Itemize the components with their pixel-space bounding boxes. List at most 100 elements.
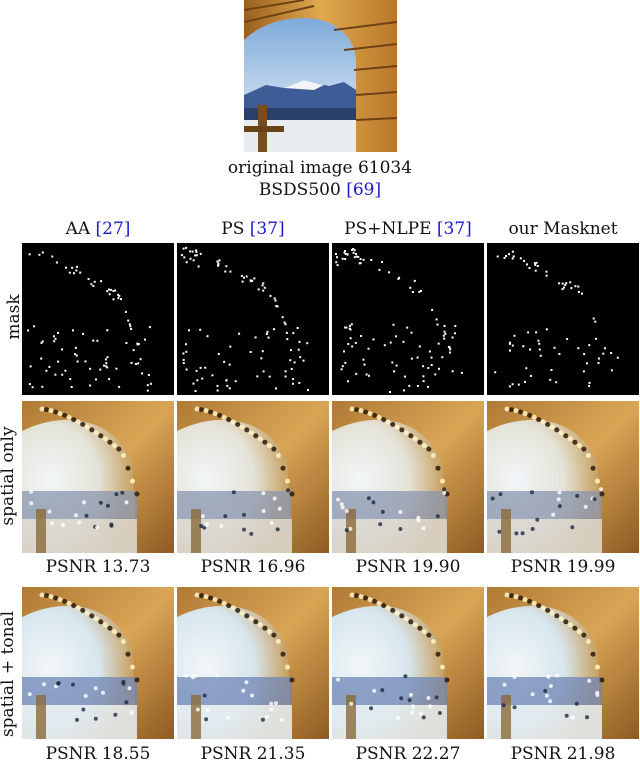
original-caption-line2: BSDS500 [69] [0,180,640,200]
mask-pixel [523,259,526,262]
mask-pixel [561,282,564,285]
mask-pixel [182,352,185,355]
mask-pixel [522,345,525,348]
mask-pixel [527,331,530,334]
mask-pixel [251,279,254,282]
mask-pixel [185,261,188,264]
mask-pixel [54,337,57,340]
mask-pixel [243,276,245,279]
reconstruction-tonal-ps-nlpe [332,587,484,739]
mask-pixel [29,365,32,368]
citation-link[interactable]: [27] [95,219,131,239]
mask-pixel [348,327,351,330]
mask-pixel [99,368,102,371]
mask-pixel [109,288,112,291]
mask-pixel [75,269,78,272]
mask-pixel [344,258,347,260]
mask-pixel [182,358,185,361]
mask-pixel [306,342,309,345]
mask-pixel [451,370,454,373]
mask-pixel [249,351,252,353]
mask-pixel [90,283,93,286]
mask-pixel [341,365,344,368]
mask-pixel [363,363,366,366]
mask-pixel [115,367,118,370]
original-caption-line1: original image 61034 [227,158,413,178]
mask-pixel [53,335,55,338]
mask-pixel [218,259,221,262]
mask-pixel [54,373,57,376]
mask-pixel [533,262,536,265]
psnr-tonal-aa: PSNR 18.55 [45,744,151,764]
mask-pixel [273,328,275,331]
original-image-svg [244,0,397,152]
mask-pixel [352,251,355,254]
mask-pixel [195,369,198,372]
reconstruction-spatial-ps [177,401,329,553]
mask-pixel [189,250,192,253]
mask-pixel [549,378,552,381]
mask-pixel [496,255,499,258]
mask-image-aa [22,243,174,395]
mask-pixel [434,373,437,376]
mask-pixel [352,248,355,250]
mask-pixel [362,258,365,261]
mask-pixel [508,342,511,345]
mask-pixel [413,279,416,282]
mask-pixel [265,333,268,335]
mask-pixel [335,261,338,264]
mask-pixel [117,293,120,296]
mask-pixel [70,386,73,388]
mask-pixel [360,335,362,337]
mask-pixel [216,384,219,387]
mask-pixel [120,298,122,301]
column-header-masknet: our Masknet [487,219,639,239]
mask-pixel [51,255,54,258]
mask-pixel [347,380,349,383]
mask-pixel [147,374,150,376]
mask-pixel [114,289,117,292]
mask-pixel [245,275,248,278]
mask-pixel [254,336,257,339]
mask-pixel [582,370,585,373]
mask-pixel [76,360,79,363]
citation-link[interactable]: [37] [436,219,472,239]
mask-pixel [535,331,538,334]
row-label-spatial-only: spatial only [0,426,18,526]
original-citation-link[interactable]: [69] [346,180,382,200]
mask-pixel [517,383,520,386]
mask-pixel [603,347,606,350]
mask-pixel [261,350,264,353]
mask-pixel [284,370,287,373]
mask-pixel [359,258,362,261]
citation-link[interactable]: [37] [249,219,285,239]
mask-pixel [267,336,270,339]
mask-pixel [406,326,409,329]
mask-image-ps [177,243,329,395]
psnr-spatial-ps: PSNR 16.96 [200,557,306,577]
psnr-spatial-ps-nlpe: PSNR 19.90 [355,557,461,577]
original-dataset-name: BSDS500 [258,180,347,200]
mask-pixel [569,281,572,284]
column-header-ps: PS [37] [177,219,329,239]
mask-pixel [28,383,31,386]
mask-pixel [104,358,107,361]
mask-pixel [344,253,347,255]
mask-pixel [442,334,445,337]
mask-pixel [437,342,440,345]
mask-pixel [194,254,197,257]
mask-pixel [92,285,95,287]
mask-pixel [447,345,450,348]
mask-pixel [449,351,451,354]
mask-pixel [422,375,425,378]
mask-pixel [106,290,109,293]
mask-pixel [146,384,149,387]
mask-pixel [226,384,229,387]
mask-image-masknet [487,243,639,395]
mask-pixel [341,257,344,260]
mask-pixel [335,253,337,255]
mask-pixel [391,361,394,364]
mask-pixel [343,350,345,353]
mask-pixel [38,253,41,256]
mask-pixel [454,332,456,335]
